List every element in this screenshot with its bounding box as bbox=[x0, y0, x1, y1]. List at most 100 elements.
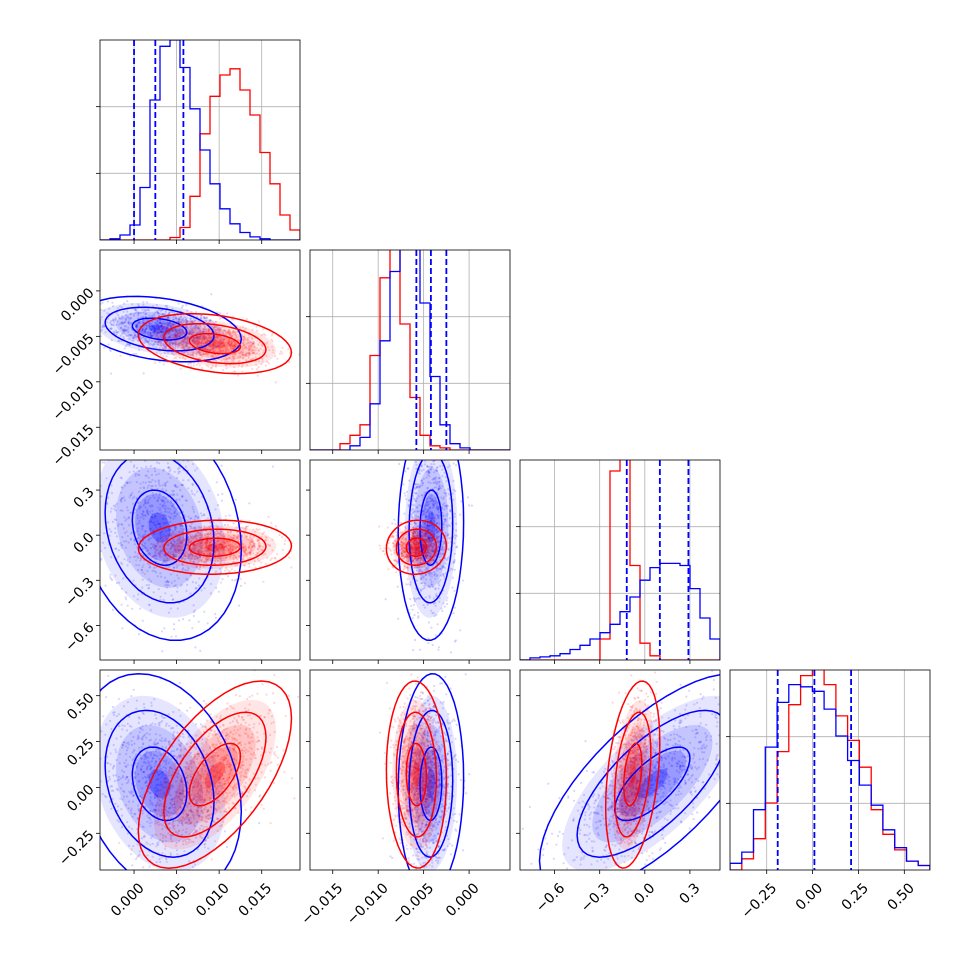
scatter-point-b bbox=[185, 342, 188, 345]
scatter-point-a bbox=[133, 430, 135, 432]
scatter-point-a bbox=[109, 510, 112, 513]
scatter-point-a bbox=[173, 484, 176, 487]
scatter-point-b bbox=[240, 353, 243, 356]
scatter-point-a bbox=[142, 510, 145, 513]
scatter-point-a bbox=[127, 321, 130, 324]
scatter-point-a bbox=[170, 544, 174, 548]
scatter-point-b bbox=[233, 579, 236, 582]
scatter-point-a bbox=[430, 583, 433, 586]
scatter-point-a bbox=[430, 520, 433, 523]
scatter-point-a bbox=[400, 550, 403, 553]
scatter-point-a bbox=[195, 311, 198, 314]
scatter-point-b bbox=[441, 546, 444, 549]
scatter-point-a bbox=[146, 456, 148, 458]
scatter-point-a bbox=[152, 331, 155, 334]
scatter-point-b bbox=[214, 551, 217, 554]
scatter-point-a bbox=[121, 523, 124, 526]
scatter-point-a bbox=[202, 335, 205, 338]
scatter-point-b bbox=[244, 353, 247, 356]
scatter-point-a bbox=[163, 507, 166, 510]
scatter-point-a bbox=[422, 526, 426, 529]
scatter-point-b bbox=[219, 543, 222, 546]
scatter-point-b bbox=[439, 552, 442, 555]
scatter-point-a bbox=[447, 532, 450, 536]
scatter-point-a bbox=[120, 500, 123, 503]
scatter-point-a bbox=[191, 353, 194, 357]
scatter-point-a bbox=[130, 321, 133, 324]
scatter-point-a bbox=[149, 332, 152, 335]
scatter-point-b bbox=[174, 550, 177, 554]
scatter-point-a bbox=[442, 514, 445, 517]
scatter-point-a bbox=[431, 499, 434, 502]
scatter-point-a bbox=[432, 585, 435, 589]
scatter-point-b bbox=[241, 354, 244, 357]
scatter-point-b bbox=[204, 348, 207, 351]
scatter-point-a bbox=[127, 517, 131, 520]
scatter-point-a bbox=[123, 499, 126, 502]
scatter-point-b bbox=[205, 545, 208, 549]
scatter-point-a bbox=[170, 533, 173, 536]
scatter-point-a bbox=[419, 551, 422, 554]
scatter-point-a bbox=[455, 534, 458, 538]
scatter-point-b bbox=[232, 330, 235, 333]
scatter-point-a bbox=[146, 550, 149, 553]
scatter-point-b bbox=[242, 547, 245, 550]
scatter-point-a bbox=[144, 338, 147, 341]
scatter-point-b bbox=[435, 553, 438, 556]
scatter-point-b bbox=[251, 348, 254, 352]
scatter-point-b bbox=[207, 330, 210, 334]
scatter-point-a bbox=[176, 607, 179, 610]
scatter-point-b bbox=[219, 561, 222, 564]
scatter-point-b bbox=[207, 531, 210, 534]
scatter-point-a bbox=[426, 501, 430, 504]
scatter-point-a bbox=[114, 318, 117, 321]
scatter-point-a bbox=[432, 503, 435, 506]
scatter-point-b bbox=[232, 345, 235, 348]
scatter-point-a bbox=[181, 495, 184, 498]
scatter-point-a bbox=[414, 550, 417, 553]
scatter-point-b bbox=[223, 534, 226, 537]
scatter-point-b bbox=[412, 552, 415, 555]
scatter-point-a bbox=[101, 325, 104, 328]
scatter-point-a bbox=[190, 553, 193, 556]
scatter-point-a bbox=[167, 316, 170, 319]
scatter-point-a bbox=[162, 468, 165, 471]
scatter-point-b bbox=[196, 336, 199, 340]
scatter-point-a bbox=[171, 311, 174, 314]
scatter-point-b bbox=[150, 537, 153, 540]
scatter-point-a bbox=[178, 536, 181, 540]
scatter-point-a bbox=[104, 584, 107, 587]
scatter-point-a bbox=[115, 535, 118, 538]
scatter-point-b bbox=[226, 360, 229, 363]
scatter-point-b bbox=[220, 349, 223, 352]
scatter-point-b bbox=[402, 549, 405, 553]
scatter-point-b bbox=[222, 545, 226, 549]
scatter-point-b bbox=[213, 562, 217, 565]
scatter-point-a bbox=[417, 516, 420, 519]
scatter-point-a bbox=[417, 570, 420, 573]
scatter-point-b bbox=[222, 341, 225, 344]
scatter-point-a bbox=[159, 595, 162, 598]
scatter-point-a bbox=[415, 467, 418, 470]
scatter-point-b bbox=[214, 571, 217, 574]
scatter-point-a bbox=[436, 531, 439, 534]
scatter-point-b bbox=[429, 546, 432, 549]
scatter-point-a bbox=[111, 323, 114, 326]
scatter-point-b bbox=[400, 553, 403, 556]
scatter-point-a bbox=[146, 562, 150, 566]
scatter-point-a bbox=[168, 528, 171, 532]
scatter-point-b bbox=[226, 342, 230, 345]
scatter-point-a bbox=[198, 577, 201, 580]
scatter-point-a bbox=[446, 547, 449, 550]
scatter-point-a bbox=[434, 587, 437, 590]
scatter-point-a bbox=[188, 557, 191, 560]
scatter-point-a bbox=[430, 494, 433, 497]
scatter-point-a bbox=[141, 543, 144, 547]
scatter-point-a bbox=[142, 524, 145, 528]
scatter-point-a bbox=[95, 321, 97, 323]
scatter-point-a bbox=[253, 545, 256, 548]
scatter-point-a bbox=[436, 501, 439, 504]
scatter-point-b bbox=[223, 338, 226, 341]
scatter-point-b bbox=[195, 544, 198, 547]
scatter-point-b bbox=[225, 357, 228, 360]
